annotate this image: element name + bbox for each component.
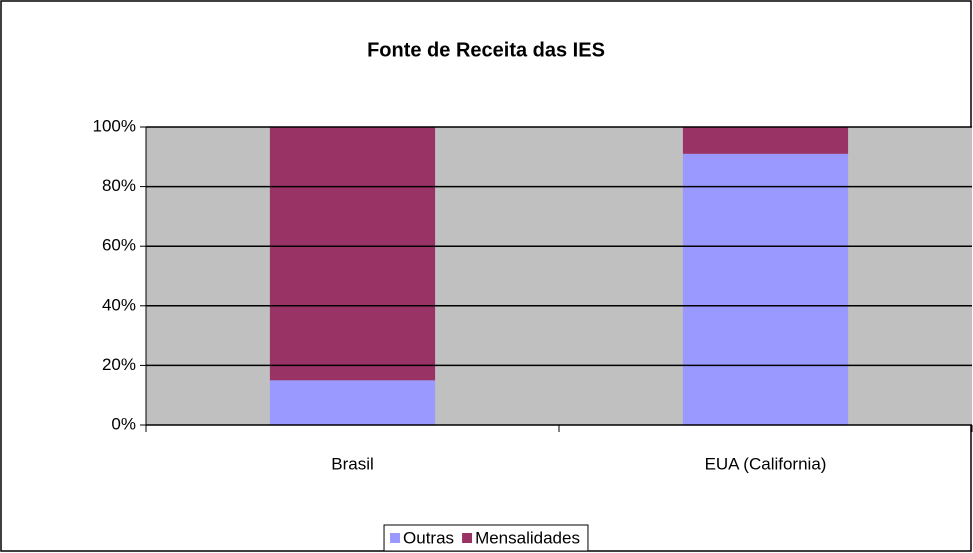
y-tick-label: 0%: [111, 414, 136, 433]
legend-swatch: [462, 533, 473, 543]
chart-title: Fonte de Receita das IES: [367, 39, 605, 61]
y-tick-label: 20%: [102, 355, 136, 374]
x-tick-label: EUA (California): [705, 454, 827, 473]
bar-segment: [269, 380, 436, 425]
legend-swatch: [390, 533, 401, 543]
legend-label: Mensalidades: [475, 528, 580, 547]
legend-label: Outras: [403, 528, 454, 547]
bar-segment: [682, 127, 849, 154]
legend-box: [383, 524, 589, 552]
bar-segment: [682, 153, 849, 425]
x-tick-label: Brasil: [331, 454, 374, 473]
y-tick-label: 80%: [102, 176, 136, 195]
y-tick-label: 40%: [102, 295, 136, 314]
y-tick-label: 100%: [93, 116, 136, 135]
y-tick-label: 60%: [102, 236, 136, 255]
bar-segment: [269, 127, 436, 381]
